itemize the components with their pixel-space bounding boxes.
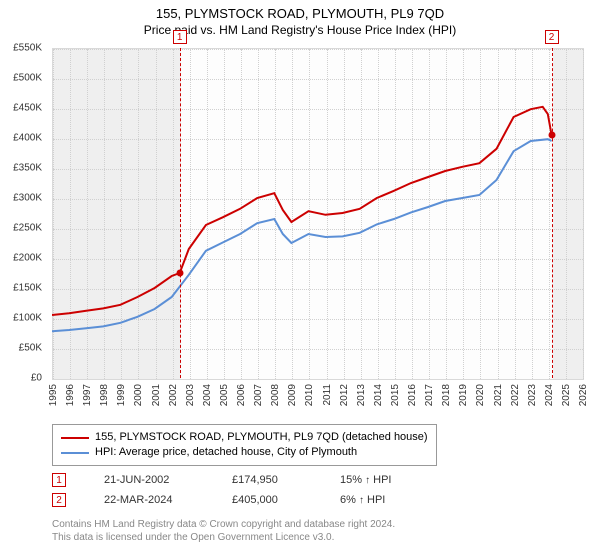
legend-box: 155, PLYMSTOCK ROAD, PLYMOUTH, PL9 7QD (… — [52, 424, 437, 466]
x-tick-label: 2025 — [561, 384, 572, 406]
footer-line1: Contains HM Land Registry data © Crown c… — [52, 518, 395, 531]
x-tick-label: 2020 — [475, 384, 486, 406]
y-tick-label: £50K — [19, 343, 42, 354]
x-tick-label: 2013 — [356, 384, 367, 406]
event-price: £174,950 — [232, 474, 302, 486]
series-price_paid — [52, 107, 552, 315]
x-tick-label: 2003 — [185, 384, 196, 406]
x-tick-label: 2012 — [339, 384, 350, 406]
event-vs-hpi: 15% ↑ HPI — [340, 474, 391, 486]
x-tick-label: 1998 — [99, 384, 110, 406]
chart-lines-svg — [52, 48, 582, 378]
y-tick-label: £350K — [13, 163, 42, 174]
x-axis-labels: 1995199619971998199920002001200220032004… — [52, 382, 582, 420]
x-tick-label: 2002 — [168, 384, 179, 406]
y-tick-label: £200K — [13, 253, 42, 264]
legend-label: 155, PLYMSTOCK ROAD, PLYMOUTH, PL9 7QD (… — [95, 430, 428, 445]
y-tick-label: £100K — [13, 313, 42, 324]
x-tick-label: 2005 — [219, 384, 230, 406]
y-tick-label: £450K — [13, 103, 42, 114]
x-tick-label: 2016 — [407, 384, 418, 406]
event-row: 2 22-MAR-2024 £405,000 6% ↑ HPI — [52, 490, 391, 510]
legend-row: HPI: Average price, detached house, City… — [61, 445, 428, 460]
chart-area: 12 — [52, 48, 582, 378]
y-tick-label: £150K — [13, 283, 42, 294]
x-tick-label: 2015 — [390, 384, 401, 406]
y-tick-label: £300K — [13, 193, 42, 204]
x-tick-label: 2004 — [202, 384, 213, 406]
title-address: 155, PLYMSTOCK ROAD, PLYMOUTH, PL9 7QD — [0, 6, 600, 21]
y-tick-label: £500K — [13, 73, 42, 84]
y-tick-label: £250K — [13, 223, 42, 234]
legend-row: 155, PLYMSTOCK ROAD, PLYMOUTH, PL9 7QD (… — [61, 430, 428, 445]
y-tick-label: £550K — [13, 43, 42, 54]
footer-line2: This data is licensed under the Open Gov… — [52, 531, 395, 544]
marker-dash — [180, 48, 181, 378]
x-tick-label: 2021 — [493, 384, 504, 406]
marker-point — [548, 132, 555, 139]
x-tick-label: 2011 — [322, 384, 333, 406]
event-row: 1 21-JUN-2002 £174,950 15% ↑ HPI — [52, 470, 391, 490]
legend-swatch — [61, 452, 89, 454]
gridline-v — [583, 49, 584, 379]
x-tick-label: 1995 — [48, 384, 59, 406]
x-tick-label: 2001 — [151, 384, 162, 406]
marker-point — [176, 270, 183, 277]
event-marker: 1 — [52, 473, 66, 487]
x-tick-label: 2008 — [270, 384, 281, 406]
title-subtitle: Price paid vs. HM Land Registry's House … — [0, 23, 600, 37]
x-tick-label: 2019 — [458, 384, 469, 406]
x-tick-label: 2006 — [236, 384, 247, 406]
y-tick-label: £0 — [31, 373, 42, 384]
x-tick-label: 1999 — [116, 384, 127, 406]
event-price: £405,000 — [232, 494, 302, 506]
legend-swatch — [61, 437, 89, 439]
x-tick-label: 2010 — [304, 384, 315, 406]
marker-dash — [552, 48, 553, 378]
events-table: 1 21-JUN-2002 £174,950 15% ↑ HPI 2 22-MAR-202… — [52, 470, 391, 510]
marker-box: 1 — [173, 30, 187, 44]
x-tick-label: 2022 — [510, 384, 521, 406]
x-tick-label: 2007 — [253, 384, 264, 406]
event-marker: 2 — [52, 493, 66, 507]
x-tick-label: 1996 — [65, 384, 76, 406]
legend-label: HPI: Average price, detached house, City… — [95, 445, 357, 460]
y-tick-label: £400K — [13, 133, 42, 144]
y-axis-labels: £0£50K£100K£150K£200K£250K£300K£350K£400… — [0, 48, 48, 378]
x-tick-label: 2017 — [424, 384, 435, 406]
event-date: 22-MAR-2024 — [104, 494, 194, 506]
x-tick-label: 2000 — [133, 384, 144, 406]
footer-attribution: Contains HM Land Registry data © Crown c… — [52, 518, 395, 544]
x-tick-label: 2024 — [544, 384, 555, 406]
marker-box: 2 — [545, 30, 559, 44]
event-date: 21-JUN-2002 — [104, 474, 194, 486]
x-tick-label: 2023 — [527, 384, 538, 406]
event-vs-hpi: 6% ↑ HPI — [340, 494, 385, 506]
x-tick-label: 1997 — [82, 384, 93, 406]
x-tick-label: 2014 — [373, 384, 384, 406]
x-tick-label: 2026 — [578, 384, 589, 406]
chart-title-block: 155, PLYMSTOCK ROAD, PLYMOUTH, PL9 7QD P… — [0, 0, 600, 37]
x-tick-label: 2018 — [441, 384, 452, 406]
x-tick-label: 2009 — [287, 384, 298, 406]
